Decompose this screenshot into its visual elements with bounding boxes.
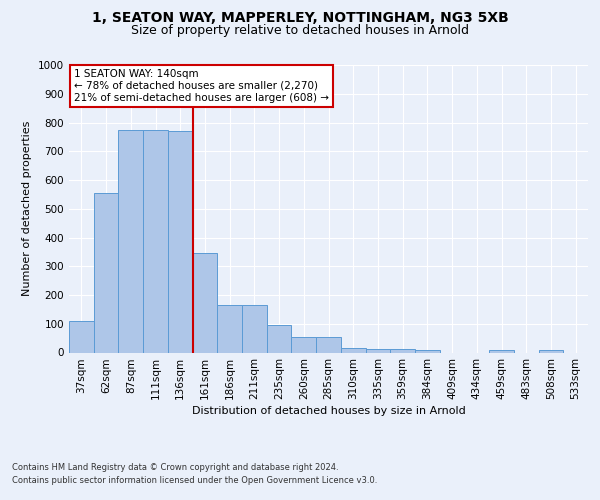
Bar <box>242 305 267 352</box>
Y-axis label: Number of detached properties: Number of detached properties <box>22 121 32 296</box>
Bar <box>341 348 365 352</box>
Text: Contains HM Land Registry data © Crown copyright and database right 2024.: Contains HM Land Registry data © Crown c… <box>12 462 338 471</box>
Bar <box>365 349 390 352</box>
Bar <box>316 336 341 352</box>
Bar <box>267 325 292 352</box>
Text: Contains public sector information licensed under the Open Government Licence v3: Contains public sector information licen… <box>12 476 377 485</box>
Bar <box>118 130 143 352</box>
Bar <box>292 336 316 352</box>
Bar <box>489 350 514 352</box>
Bar <box>94 193 118 352</box>
Bar <box>143 130 168 352</box>
Text: 1, SEATON WAY, MAPPERLEY, NOTTINGHAM, NG3 5XB: 1, SEATON WAY, MAPPERLEY, NOTTINGHAM, NG… <box>92 11 508 25</box>
Bar <box>69 321 94 352</box>
Bar <box>217 305 242 352</box>
Bar <box>390 349 415 352</box>
Bar <box>168 131 193 352</box>
Text: Size of property relative to detached houses in Arnold: Size of property relative to detached ho… <box>131 24 469 37</box>
Bar <box>415 350 440 352</box>
Text: 1 SEATON WAY: 140sqm
← 78% of detached houses are smaller (2,270)
21% of semi-de: 1 SEATON WAY: 140sqm ← 78% of detached h… <box>74 70 329 102</box>
Text: Distribution of detached houses by size in Arnold: Distribution of detached houses by size … <box>192 406 466 416</box>
Bar <box>539 350 563 352</box>
Bar <box>193 254 217 352</box>
